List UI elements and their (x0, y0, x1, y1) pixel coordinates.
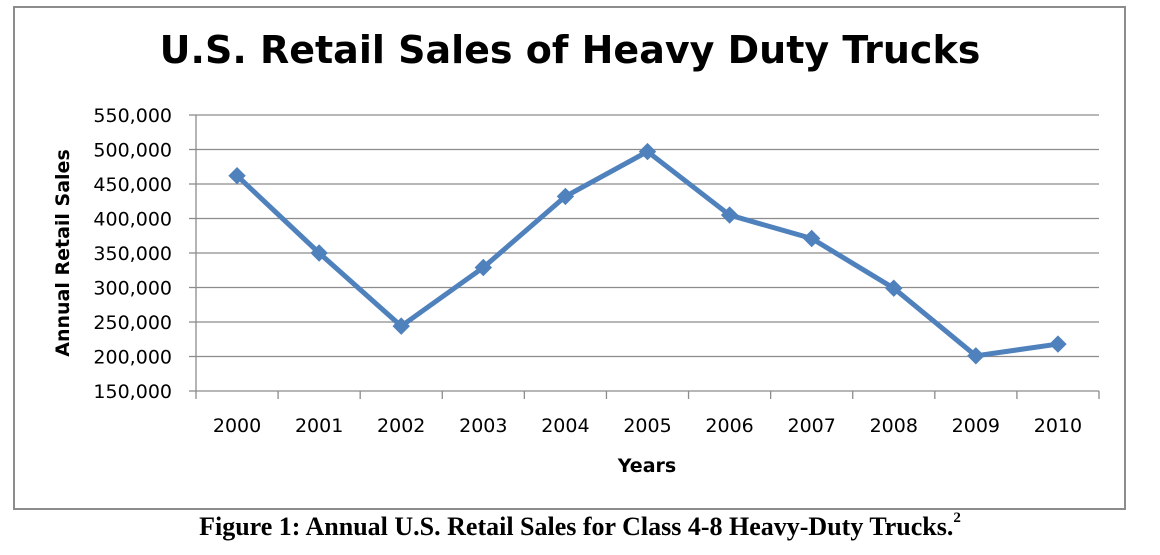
y-tick-label: 550,000 (93, 105, 172, 127)
y-tick-label: 350,000 (93, 243, 172, 265)
data-point-2006 (720, 206, 739, 224)
y-tick-label: 300,000 (93, 278, 172, 300)
data-point-2005 (638, 142, 657, 161)
figure-caption: Figure 1: Annual U.S. Retail Sales for C… (0, 510, 1160, 542)
y-tick-label: 200,000 (93, 347, 172, 369)
chart-title: U.S. Retail Sales of Heavy Duty Trucks (159, 28, 981, 72)
y-tick-labels: 150,000 200,000 250,000 300,000 350,000 400,0… (93, 105, 172, 403)
series-layer (228, 142, 1067, 365)
data-point-2002 (392, 317, 410, 335)
x-tick-label: 2002 (377, 415, 425, 437)
data-point-2009 (967, 347, 985, 365)
series-line (234, 149, 1061, 359)
x-tick-label: 2003 (459, 415, 507, 437)
x-tick-label: 2004 (541, 415, 589, 437)
data-point-2010 (1049, 335, 1067, 353)
x-tick-label: 2006 (705, 415, 753, 437)
axes (189, 114, 1100, 399)
data-point-2004 (556, 187, 575, 206)
y-tick-label: 400,000 (93, 209, 172, 231)
y-tick-label: 150,000 (93, 381, 172, 403)
x-axis-label: Years (617, 455, 676, 477)
y-tick-label: 500,000 (93, 140, 172, 162)
x-tick-label: 2001 (295, 415, 343, 437)
x-tick-labels: 2000 2001 2002 2003 2004 2005 2006 2007 2008 2009… (213, 415, 1082, 437)
x-tick-label: 2005 (623, 415, 671, 437)
x-tick-label: 2009 (952, 415, 1000, 437)
x-tick-label: 2000 (213, 415, 261, 437)
y-axis-label: Annual Retail Sales (52, 149, 74, 357)
footnote-marker: 2 (953, 510, 961, 527)
data-point-2000 (228, 167, 246, 185)
data-point-2003 (474, 258, 493, 277)
data-point-2001 (310, 244, 328, 262)
y-tick-label: 250,000 (93, 312, 172, 334)
figure-caption-text: Figure 1: Annual U.S. Retail Sales for C… (199, 512, 954, 541)
x-tick-label: 2008 (870, 415, 918, 437)
data-point-2008 (885, 279, 903, 297)
y-tick-label: 450,000 (93, 174, 172, 196)
chart-frame (13, 6, 1126, 510)
x-tick-label: 2010 (1034, 415, 1082, 437)
data-point-2007 (802, 229, 821, 248)
x-tick-label: 2007 (788, 415, 836, 437)
